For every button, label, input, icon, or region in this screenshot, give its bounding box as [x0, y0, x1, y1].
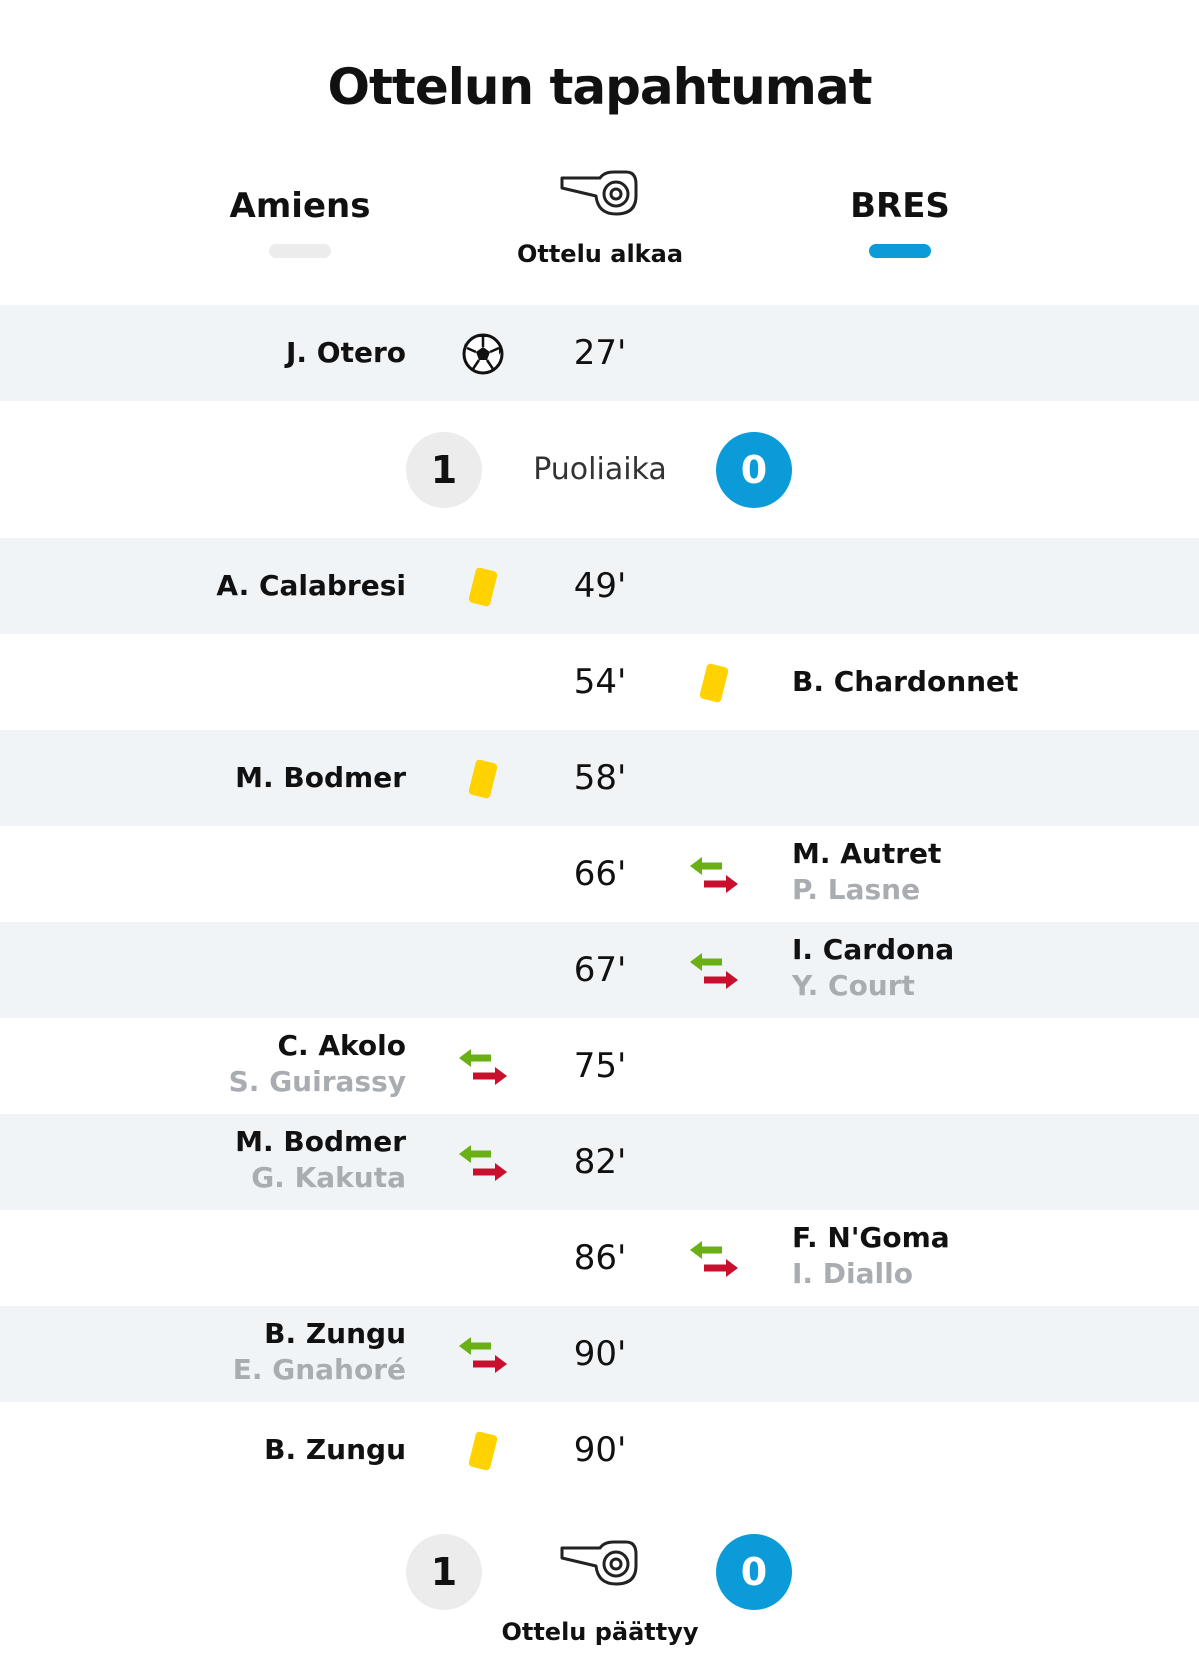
away-team-color-bar	[869, 244, 931, 258]
event-players: C. Akolo S. Guirassy	[229, 1028, 406, 1100]
player-in-name: M. Autret	[792, 837, 942, 870]
player-out-name: S. Guirassy	[228, 1065, 406, 1098]
home-team-color-bar	[269, 244, 331, 258]
event-minute: 49'	[573, 566, 627, 606]
soccer-ball-icon	[462, 333, 504, 375]
event-minute: 75'	[573, 1046, 627, 1086]
final-home-score: 1	[406, 1534, 482, 1610]
halftime-home-score: 1	[406, 432, 482, 508]
player-in-name: M. Bodmer	[235, 1125, 406, 1158]
event-players: I. Cardona Y. Court	[792, 932, 954, 1004]
yellow-card-icon	[699, 663, 729, 703]
event-row: 54' B. Chardonnet	[0, 634, 1199, 730]
player-name: M. Bodmer	[235, 761, 406, 794]
final-away-score: 0	[716, 1534, 792, 1610]
event-row: 49' A. Calabresi	[0, 538, 1199, 634]
event-players: B. Chardonnet	[792, 664, 1018, 700]
player-name: B. Chardonnet	[792, 665, 1019, 698]
event-players: J. Otero	[286, 335, 406, 371]
player-name: B. Zungu	[264, 1433, 406, 1466]
event-minute: 54'	[573, 662, 627, 702]
event-row: 90' B. Zungu E. Gnahoré	[0, 1306, 1199, 1402]
substitution-icon	[459, 1049, 507, 1085]
player-out-name: E. Gnahoré	[232, 1353, 406, 1386]
player-out-name: I. Diallo	[792, 1257, 913, 1290]
event-row: 66' M. Autret P. Lasne	[0, 826, 1199, 922]
event-players: F. N'Goma I. Diallo	[792, 1220, 950, 1292]
halftime-label: Puoliaika	[533, 452, 667, 487]
event-row: 75' C. Akolo S. Guirassy	[0, 1018, 1199, 1114]
player-out-name: P. Lasne	[792, 873, 921, 906]
match-end-label: Ottelu päättyy	[501, 1618, 699, 1646]
substitution-icon	[690, 953, 738, 989]
event-players: M. Bodmer G. Kakuta	[235, 1124, 406, 1196]
event-row: 67' I. Cardona Y. Court	[0, 922, 1199, 1018]
event-players: M. Autret P. Lasne	[792, 836, 941, 908]
event-row: 86' F. N'Goma I. Diallo	[0, 1210, 1199, 1306]
page-title: Ottelun tapahtumat	[327, 58, 873, 116]
event-row: 90' B. Zungu	[0, 1402, 1199, 1498]
match-start-label: Ottelu alkaa	[516, 240, 684, 268]
player-name: A. Calabresi	[216, 569, 406, 602]
player-name: J. Otero	[285, 336, 406, 369]
yellow-card-icon	[468, 759, 498, 799]
event-minute: 67'	[573, 950, 627, 990]
substitution-icon	[690, 1241, 738, 1277]
event-minute: 27'	[573, 333, 627, 373]
event-minute: 86'	[573, 1238, 627, 1278]
substitution-icon	[690, 857, 738, 893]
event-players: B. Zungu E. Gnahoré	[233, 1316, 406, 1388]
player-out-name: Y. Court	[792, 969, 915, 1002]
event-minute: 90'	[573, 1430, 627, 1470]
event-minute: 66'	[573, 854, 627, 894]
player-in-name: F. N'Goma	[792, 1221, 950, 1254]
substitution-icon	[459, 1337, 507, 1373]
substitution-icon	[459, 1145, 507, 1181]
whistle-icon	[560, 1540, 638, 1586]
event-minute: 58'	[573, 758, 627, 798]
event-row: 27' J. Otero	[0, 305, 1199, 401]
player-in-name: C. Akolo	[277, 1029, 406, 1062]
halftime-away-score: 0	[716, 432, 792, 508]
home-team-name: Amiens	[229, 186, 371, 226]
yellow-card-icon	[468, 1431, 498, 1471]
player-out-name: G. Kakuta	[251, 1161, 406, 1194]
event-row: 82' M. Bodmer G. Kakuta	[0, 1114, 1199, 1210]
yellow-card-icon	[468, 567, 498, 607]
event-players: B. Zungu	[264, 1432, 406, 1468]
event-row: 58' M. Bodmer	[0, 730, 1199, 826]
event-minute: 90'	[573, 1334, 627, 1374]
event-players: A. Calabresi	[216, 568, 406, 604]
event-players: M. Bodmer	[235, 760, 406, 796]
event-minute: 82'	[573, 1142, 627, 1182]
player-in-name: B. Zungu	[264, 1317, 406, 1350]
player-in-name: I. Cardona	[792, 933, 955, 966]
away-team-name: BRES	[850, 186, 950, 226]
whistle-icon	[560, 170, 638, 216]
